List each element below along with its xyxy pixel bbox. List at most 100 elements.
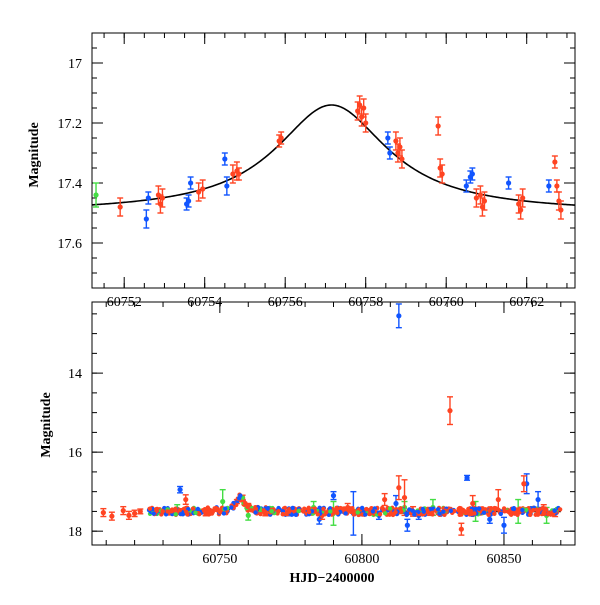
data-point <box>352 510 357 515</box>
data-point <box>382 496 388 503</box>
data-point <box>290 505 295 511</box>
data-point <box>558 207 564 213</box>
data-point <box>377 512 383 517</box>
data-point <box>396 485 402 491</box>
data-point <box>486 512 491 518</box>
data-point <box>481 510 487 515</box>
data-point <box>370 509 376 514</box>
data-point <box>245 504 250 510</box>
data-point <box>492 511 497 517</box>
data-point <box>498 511 504 517</box>
data-point <box>253 510 258 515</box>
data-point <box>404 522 410 528</box>
data-point <box>222 156 228 162</box>
data-point <box>276 509 281 514</box>
data-point <box>554 183 560 189</box>
y-tick-label: 14 <box>68 367 82 382</box>
y-tick-label: 16 <box>68 446 82 461</box>
data-point <box>236 495 242 501</box>
data-point <box>324 510 329 515</box>
data-point <box>520 195 526 201</box>
data-point <box>380 505 385 511</box>
data-point <box>188 180 194 186</box>
data-point <box>501 522 507 528</box>
bottom-y-axis-label: Magnitude <box>39 392 54 457</box>
data-point <box>157 201 164 207</box>
data-point <box>421 509 426 514</box>
data-point <box>330 493 337 499</box>
data-point <box>284 511 289 517</box>
data-point <box>100 509 106 516</box>
data-point <box>137 508 143 515</box>
data-point <box>469 171 475 177</box>
top-panel: 60752 60754 60756 60758 60760 607621717.217.4… <box>58 32 576 310</box>
data-point <box>147 506 153 511</box>
data-point <box>242 500 248 506</box>
data-point <box>412 512 417 517</box>
data-point <box>269 509 274 514</box>
data-point <box>552 508 557 514</box>
data-point <box>355 510 360 515</box>
data-point <box>177 487 183 493</box>
data-point <box>439 171 445 177</box>
data-point <box>502 509 507 514</box>
data-point <box>448 508 454 514</box>
x-tick-label: 60850 <box>486 552 521 567</box>
data-point <box>557 507 563 512</box>
y-tick-label: 18 <box>68 525 82 540</box>
data-point <box>535 496 541 503</box>
data-point <box>169 509 174 514</box>
data-point <box>458 526 464 532</box>
data-point <box>200 186 206 192</box>
data-point <box>230 171 236 177</box>
data-point <box>165 509 170 514</box>
data-point <box>552 159 558 165</box>
data-point <box>523 507 529 512</box>
data-point <box>404 512 409 518</box>
data-point <box>159 195 166 201</box>
data-point <box>387 506 393 511</box>
data-point <box>387 150 393 156</box>
data-point <box>220 498 226 505</box>
data-point <box>546 183 552 189</box>
data-point <box>278 135 284 141</box>
data-point <box>117 204 123 210</box>
data-point <box>190 506 196 511</box>
data-point <box>385 135 391 141</box>
data-point <box>340 506 346 511</box>
data-point <box>483 507 488 512</box>
data-point <box>293 512 299 517</box>
data-point <box>521 481 527 487</box>
data-point <box>207 511 212 517</box>
data-point <box>537 507 542 512</box>
x-tick-label: 60750 <box>202 552 237 567</box>
data-point <box>495 496 501 503</box>
data-point <box>441 509 446 514</box>
y-tick-label: 17.4 <box>58 177 83 192</box>
data-point <box>145 195 151 201</box>
data-point <box>186 198 192 204</box>
data-point <box>396 313 402 319</box>
data-point <box>229 505 234 510</box>
data-point <box>143 216 149 222</box>
bottom-panel: 60750 60800 60850 14 16 18 <box>68 301 576 567</box>
data-point <box>464 475 470 481</box>
model-curve <box>92 104 575 206</box>
data-point <box>245 512 251 518</box>
data-point <box>487 508 492 514</box>
data-point <box>193 510 198 515</box>
data-point <box>399 156 405 162</box>
data-point <box>535 512 541 517</box>
data-point <box>401 494 408 501</box>
data-point <box>473 506 479 512</box>
data-point <box>276 505 281 511</box>
data-point <box>205 506 211 512</box>
data-point <box>328 509 333 514</box>
bottom-x-axis-label: HJD−2400000 <box>290 571 375 586</box>
data-point <box>236 171 242 177</box>
data-point <box>520 507 525 513</box>
data-point <box>183 496 189 503</box>
data-point <box>364 506 369 512</box>
